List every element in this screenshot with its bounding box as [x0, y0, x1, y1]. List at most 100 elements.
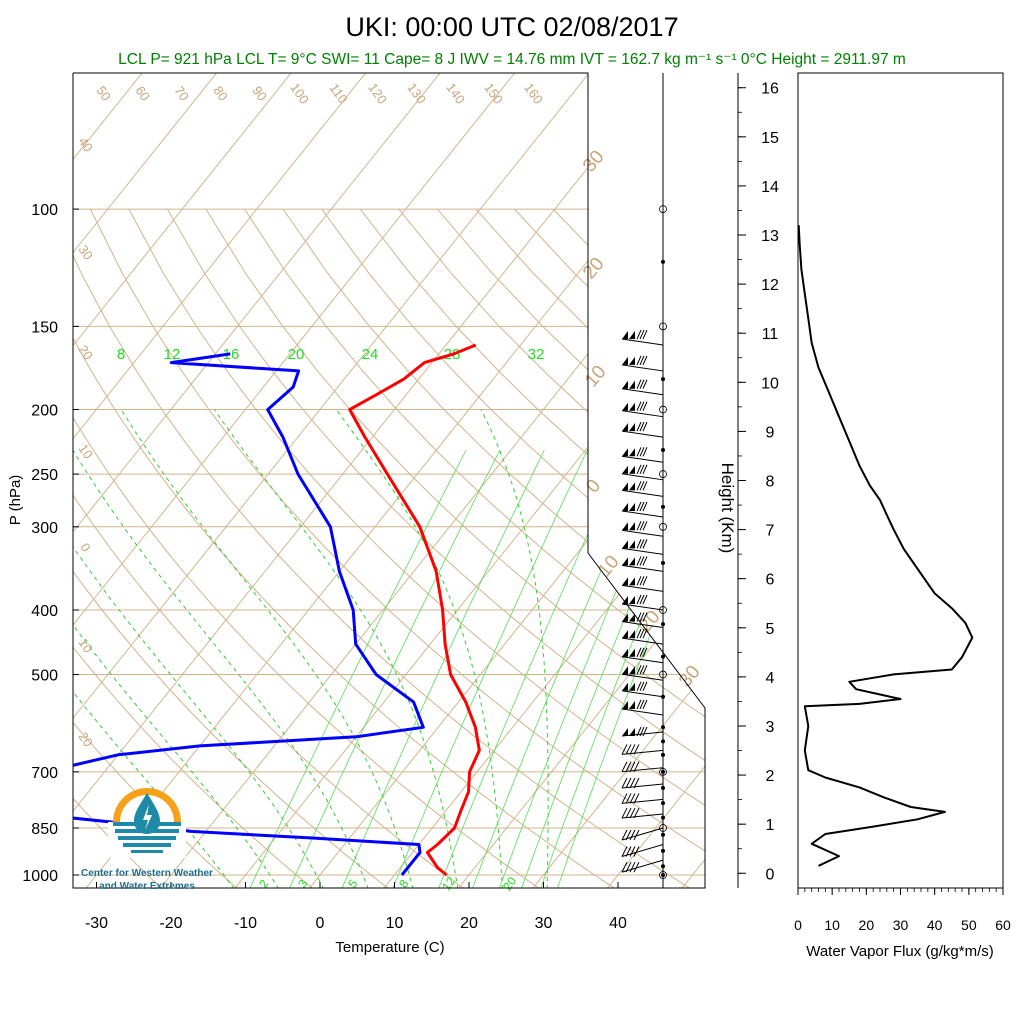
temperature-tick-label: -20: [159, 915, 182, 932]
wind-barb-feather: [621, 793, 628, 804]
wind-barb-feather: [621, 761, 628, 772]
height-tick-label: 15: [761, 130, 779, 147]
wind-barb-feather: [642, 594, 648, 605]
wind-barb-feather: [636, 501, 642, 512]
wind-barb-shaft: [621, 603, 664, 611]
isotherm-line: [458, 73, 705, 888]
wind-barb-shaft: [621, 783, 664, 789]
dry-adiabat-label: 140: [443, 80, 468, 106]
pressure-tick-label: 200: [31, 403, 58, 420]
flux-x-tick-label: 60: [995, 917, 1011, 933]
flux-series: [797, 225, 974, 867]
y-axis-label: P (hPa): [7, 475, 24, 526]
wind-barb-shaft: [621, 731, 664, 737]
wind-level-circle: [659, 470, 667, 478]
flux-x-tick-label: 20: [859, 917, 875, 933]
temperature-tick-label: -10: [234, 915, 257, 932]
wind-barb-feather: [629, 793, 636, 804]
wind-level-dot: [661, 801, 665, 806]
mixing-ratio-line: [438, 449, 627, 888]
wind-level-circle: [659, 824, 667, 832]
wind-barb-shaft: [621, 364, 664, 372]
wind-barb-shaft: [621, 584, 664, 592]
wind-barb-feather: [636, 401, 642, 411]
flux-x-tick-label: 40: [927, 917, 943, 933]
wind-barb-shaft: [621, 455, 664, 463]
wind-barb-shaft: [621, 338, 664, 346]
hodograph-ring-label: 30: [675, 662, 705, 692]
wind-barb-shaft: [621, 529, 664, 537]
wind-barb-flag: [622, 540, 628, 549]
mixing-ratio-label: 16: [223, 346, 240, 363]
wind-barb-feather: [636, 665, 642, 675]
dry-adiabat-label: 160: [521, 80, 546, 106]
wind-barb-flag: [622, 728, 628, 737]
isotherm-label: 10: [75, 635, 96, 655]
wind-barb-feather: [636, 447, 642, 457]
dry-adiabat-label: 90: [249, 83, 270, 103]
wind-level-dot: [661, 377, 665, 382]
wind-barb-feather: [636, 464, 642, 475]
temperature-tick-label: 20: [460, 915, 478, 932]
wind-barb-feather: [639, 501, 645, 512]
mixing-ratio-label: 24: [362, 346, 379, 363]
hodograph-ring-label: 10: [581, 362, 611, 392]
wind-barb-flag: [622, 380, 628, 389]
wind-barb-feather: [633, 793, 640, 804]
wind-barb-feather: [636, 539, 642, 549]
isotherm-line: [73, 73, 217, 888]
wind-barb-flag: [622, 448, 628, 457]
wind-barb-flag: [629, 503, 635, 512]
isotherm-line: [73, 73, 515, 888]
wind-barb-flag: [622, 465, 628, 474]
wind-barb-feather: [642, 501, 648, 512]
wind-barb-flag: [622, 700, 628, 709]
dry-adiabat-line: [73, 208, 314, 888]
dry-adiabat-line: [73, 208, 239, 888]
wind-barb-shaft: [621, 564, 664, 572]
wind-barb-feather: [625, 861, 632, 873]
temperature-tick-label: 0: [316, 915, 325, 932]
wind-barb-feather: [642, 699, 648, 710]
wind-barb-feather: [629, 829, 636, 841]
hodograph-ring-label: 30: [579, 147, 609, 177]
wind-barb-feather: [636, 329, 642, 340]
wind-barb-flag: [629, 700, 635, 709]
pressure-tick-label: 400: [31, 603, 58, 620]
mixing-ratio-line: [341, 449, 545, 888]
wind-barb-feather: [639, 556, 645, 566]
wind-level-dot: [661, 769, 665, 774]
dry-adiabat-line: [475, 208, 705, 888]
wind-barb-feather: [621, 861, 628, 873]
wind-level-dot: [661, 739, 665, 744]
wind-barb-feather: [621, 829, 628, 841]
temperature-tick-label: 40: [609, 915, 627, 932]
wind-barb-feather: [636, 355, 642, 366]
wind-barb-flag: [622, 503, 628, 512]
isotherm-line: [85, 73, 705, 888]
wind-barb-feather: [633, 861, 640, 873]
moist-adiabat-label: 20: [500, 874, 519, 893]
wind-barb-flag: [629, 540, 635, 549]
wind-barb-feather: [642, 665, 648, 675]
skewt-border: [72, 72, 706, 889]
wind-barb-feather: [642, 521, 648, 531]
wind-barb-feather: [642, 379, 648, 389]
isotherm-line: [607, 73, 705, 888]
dry-adiabat-line: [73, 208, 616, 888]
flux-x-tick-label: 10: [824, 917, 840, 933]
dry-adiabat-label: 150: [481, 80, 506, 106]
wind-barb-feather: [642, 681, 648, 692]
dry-adiabat-line: [514, 208, 705, 888]
wind-barb-feather: [639, 612, 645, 622]
wind-barb-flag: [629, 728, 635, 737]
cw3e-logo: Center for Western Weather and Water Ext…: [81, 788, 213, 892]
wind-barb-flag: [622, 423, 628, 432]
wind-barb-feather: [639, 464, 645, 475]
wind-barb-shaft: [621, 388, 664, 396]
wind-barb-feather: [621, 744, 628, 755]
wind-barb-feather: [636, 576, 642, 586]
wind-barb-feather: [639, 647, 645, 657]
wind-barb-feather: [639, 355, 645, 366]
